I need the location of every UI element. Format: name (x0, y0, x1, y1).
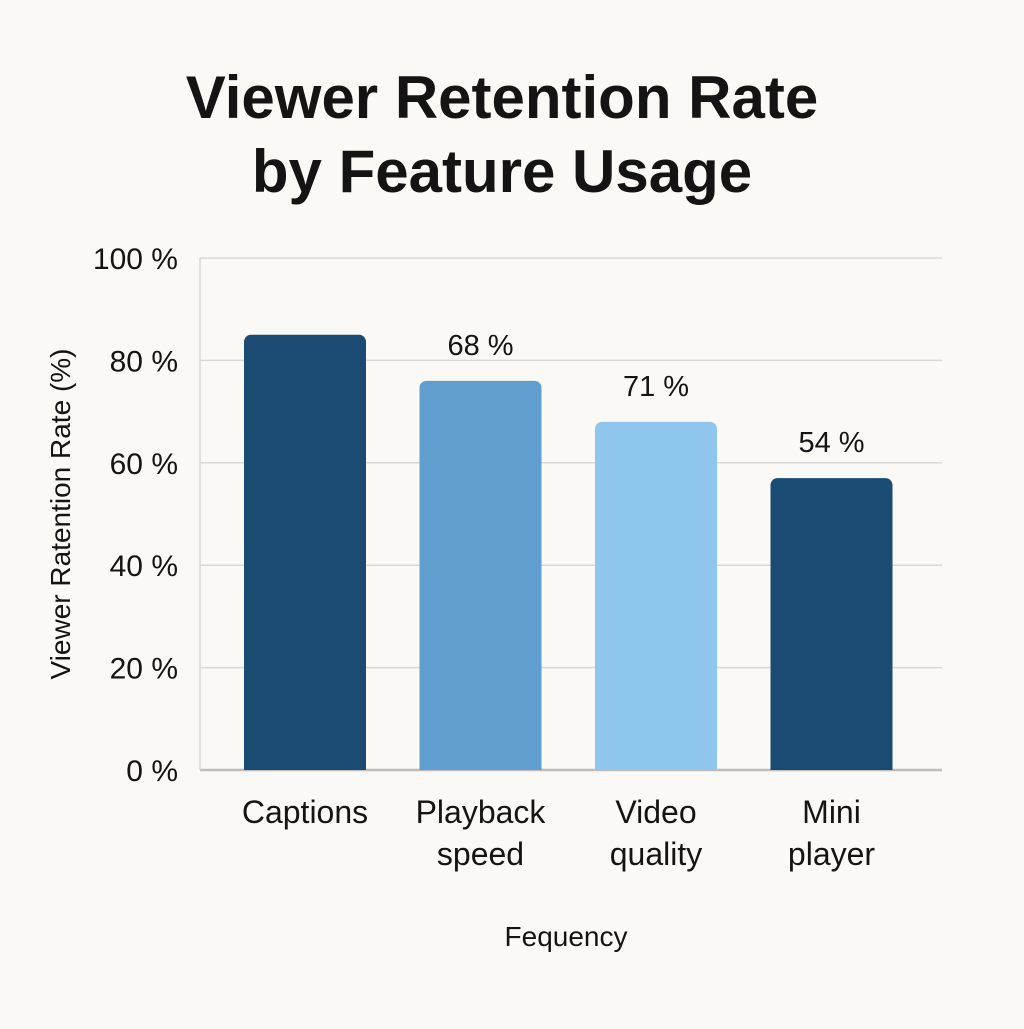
y-axis-label: Viewer Ratention Rate (%) (45, 349, 76, 680)
y-tick-label: 20 % (110, 653, 178, 686)
x-axis-label: Fequency (505, 921, 628, 952)
chart-title-line: by Feature Usage (252, 138, 752, 205)
bar (419, 380, 542, 770)
data-label: 54 % (798, 427, 864, 459)
chart-title-line: Viewer Retention Rate (186, 64, 818, 131)
x-category-label: Captions (242, 794, 368, 830)
bar-base (419, 760, 542, 770)
x-category-label: speed (437, 836, 524, 872)
y-tick-label: 60 % (110, 448, 178, 481)
bar (595, 421, 717, 770)
bar (770, 478, 893, 770)
data-labels: 68 % 71 % 54 % (447, 330, 864, 459)
data-label: 68 % (447, 330, 513, 362)
x-category-label: player (788, 836, 876, 872)
bars (244, 334, 893, 770)
bar (244, 334, 366, 770)
y-tick-label: 80 % (110, 345, 178, 378)
bar-base (595, 760, 717, 770)
y-tick-label: 100 % (93, 243, 178, 276)
x-category-label: Mini (802, 794, 861, 830)
bar-base (770, 760, 893, 770)
x-axis-categories: Captions Playback speed Video quality Mini pla… (242, 794, 876, 872)
x-category-label: Video (615, 794, 696, 830)
chart-title: Viewer Retention Rate by Feature Usage (186, 64, 818, 205)
x-category-label: quality (610, 836, 703, 872)
y-tick-label: 40 % (110, 550, 178, 583)
x-category-label: Playback (416, 794, 547, 830)
data-label: 71 % (623, 371, 689, 403)
y-axis-ticks: 0 % 20 % 40 % 60 % 80 % 100 % (93, 243, 178, 788)
bar-base (244, 760, 366, 770)
y-tick-label: 0 % (126, 755, 178, 788)
